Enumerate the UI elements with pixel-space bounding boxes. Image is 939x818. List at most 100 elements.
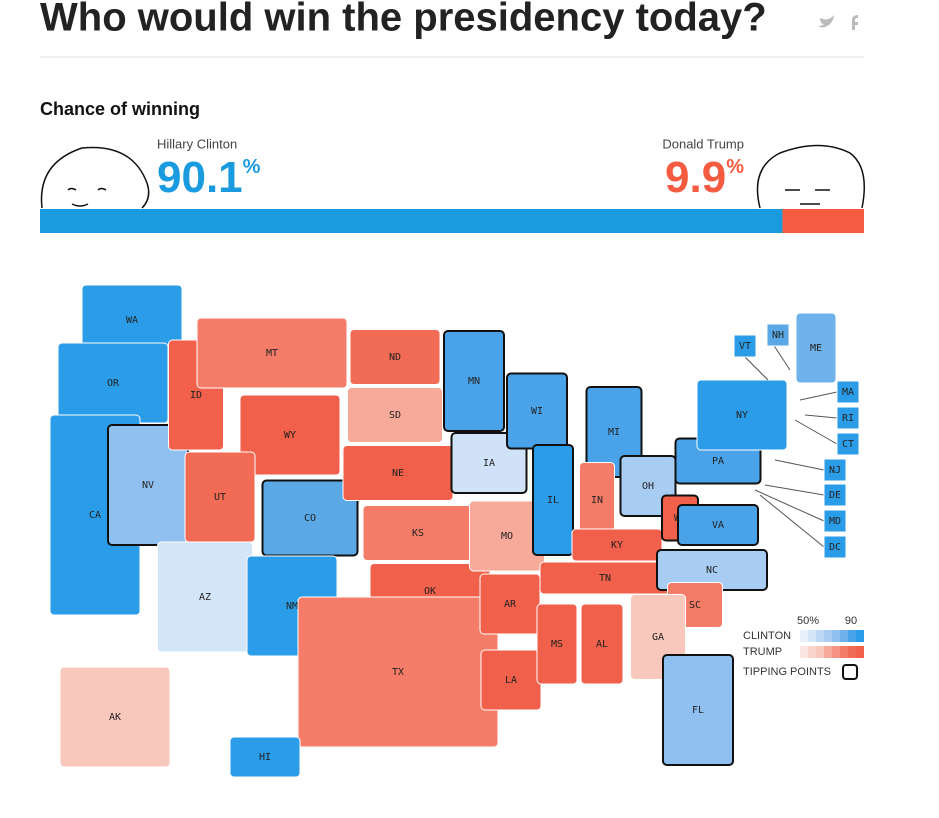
state-box	[836, 380, 860, 404]
state-label: UT	[214, 492, 226, 503]
state	[696, 379, 788, 451]
chance-unit: %	[726, 156, 744, 178]
legend-scale-low: 50%	[797, 615, 819, 627]
state-label: NM	[286, 601, 298, 612]
legend-tipping: TIPPING POINTS	[743, 666, 831, 678]
legend-swatch	[840, 646, 848, 658]
state-label: DC	[829, 542, 841, 553]
state-label: WI	[531, 406, 543, 417]
state-label: LA	[505, 675, 517, 686]
state	[239, 394, 341, 476]
state-box	[836, 432, 860, 456]
state-box	[823, 535, 847, 559]
state-label: KY	[611, 540, 623, 551]
state-box	[823, 483, 847, 507]
state	[571, 528, 663, 562]
state-box	[733, 334, 757, 358]
leader-line	[759, 494, 825, 548]
state-label: OK	[424, 586, 436, 597]
chance-bar	[40, 209, 783, 233]
state-label: OR	[107, 378, 120, 389]
state-label: WA	[126, 315, 138, 326]
state	[536, 603, 578, 685]
state-label: SD	[389, 410, 401, 421]
section-heading: Chance of winning	[40, 99, 200, 119]
state-label: PA	[712, 456, 724, 467]
state-box	[823, 509, 847, 533]
leader-line	[804, 414, 838, 419]
facebook-icon[interactable]	[852, 15, 858, 30]
state-label: MI	[608, 427, 620, 438]
state	[795, 312, 837, 384]
legend-swatch	[800, 646, 808, 658]
state	[59, 666, 171, 768]
state-label: SC	[689, 600, 701, 611]
twitter-icon[interactable]	[818, 15, 834, 28]
legend-clinton: CLINTON	[743, 630, 791, 642]
state-label: ME	[810, 343, 822, 354]
state-label: NY	[736, 410, 748, 421]
state-label: NH	[772, 330, 784, 341]
legend-swatch	[808, 646, 816, 658]
chance-value: 90.1	[157, 153, 243, 202]
state-label: KS	[412, 528, 424, 539]
legend-swatch	[848, 630, 856, 642]
candidate-chance: 9.9%	[665, 153, 744, 202]
state-label: CO	[304, 513, 316, 524]
title: Who would win the presidency today?	[40, 0, 767, 40]
legend-swatch	[816, 630, 824, 642]
state-label: MS	[551, 639, 563, 650]
legend-swatch	[816, 646, 824, 658]
leader-line	[799, 391, 838, 401]
legend-swatch	[856, 646, 864, 658]
state-label: DE	[829, 490, 841, 501]
legend-swatch	[800, 630, 808, 642]
state-label: MO	[501, 531, 513, 542]
state-box	[823, 458, 847, 482]
legend-swatch	[808, 630, 816, 642]
legend-swatch	[832, 646, 840, 658]
state-label: IN	[591, 495, 603, 506]
state-box	[766, 323, 790, 347]
legend-scale-high: 90	[845, 615, 857, 627]
state	[347, 387, 443, 443]
state-label: NJ	[829, 465, 841, 476]
state	[677, 504, 759, 546]
candidate-name: Hillary Clinton	[157, 136, 237, 151]
state-label: MN	[468, 376, 480, 387]
state	[349, 329, 441, 385]
candidate-chance: 90.1%	[157, 153, 261, 202]
map: WA OR CA NV ID MT WY UT AZ CO NM ND SD NE KS OK TX MN IA MO…	[49, 284, 860, 778]
chance-unit: %	[243, 156, 261, 178]
state-label: TX	[392, 667, 404, 678]
state	[196, 317, 348, 389]
state-label: NV	[142, 480, 154, 491]
state-label: HI	[259, 752, 271, 763]
state-label: AZ	[199, 592, 211, 603]
legend-tipping-swatch	[842, 664, 858, 680]
state	[229, 736, 301, 778]
state-label: NE	[392, 468, 404, 479]
state-label: ND	[389, 352, 401, 363]
state-label: OH	[642, 481, 654, 492]
state-label: RI	[842, 413, 854, 424]
state-label: CT	[842, 439, 854, 450]
state-label: VT	[739, 341, 751, 352]
state	[532, 444, 574, 556]
state-label: NC	[706, 565, 718, 576]
state-label: MD	[829, 516, 841, 527]
leader-line	[754, 489, 825, 522]
state-label: AK	[109, 712, 121, 723]
state-label: CA	[89, 510, 101, 521]
state-label: AR	[504, 599, 517, 610]
state-label: GA	[652, 632, 664, 643]
legend-swatch	[848, 646, 856, 658]
state-label: AL	[596, 639, 608, 650]
candidate-name: Donald Trump	[662, 136, 744, 151]
legend-swatch	[840, 630, 848, 642]
state-label: IA	[483, 458, 495, 469]
state-label: MT	[266, 348, 278, 359]
state-label: VA	[712, 520, 724, 531]
